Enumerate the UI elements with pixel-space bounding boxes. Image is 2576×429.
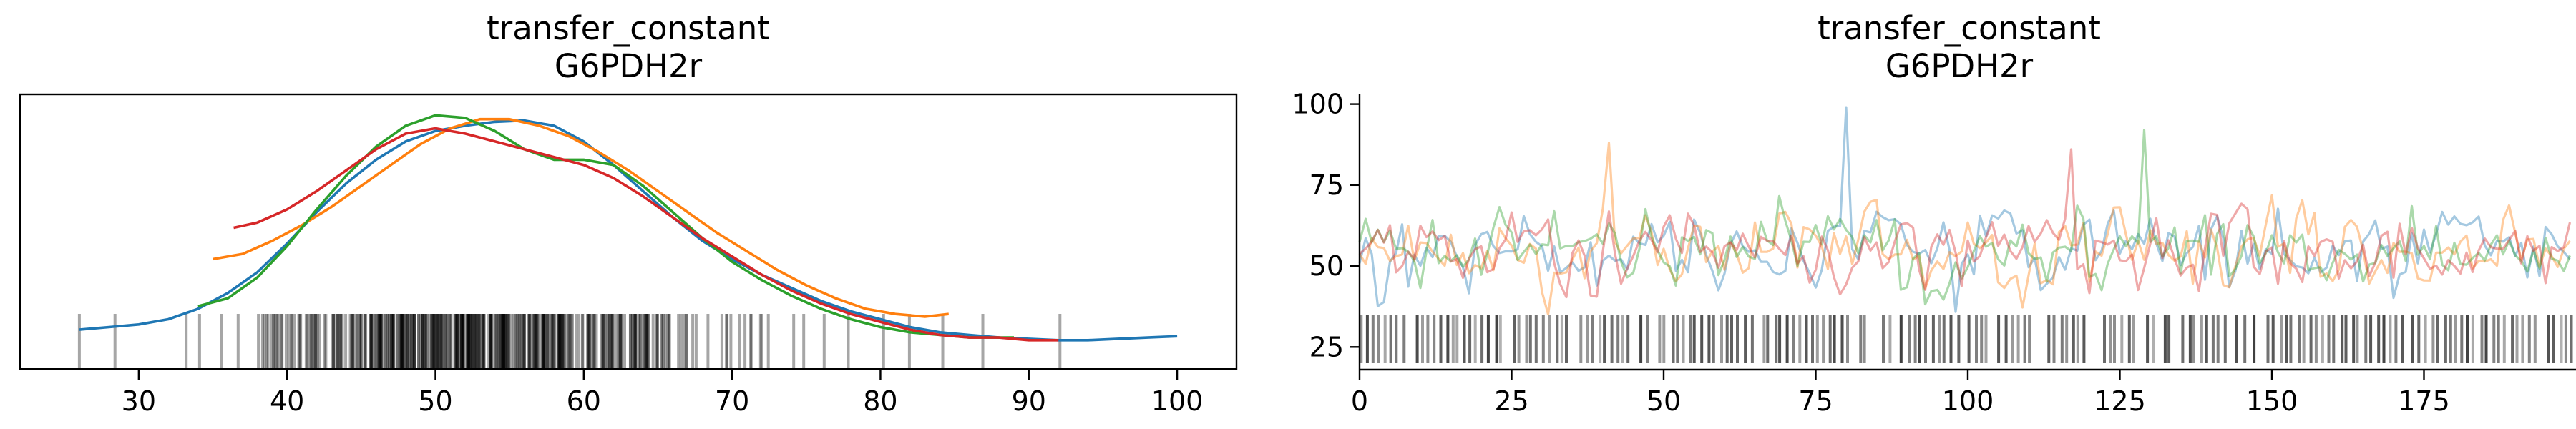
trace-series-line-2: [1358, 142, 2571, 316]
trace-x-tick-label: 175: [2398, 385, 2450, 417]
trace-y-tick-label: 75: [1309, 169, 1344, 201]
trace-panel: transfer_constant G6PDH2r 0 25 50 75 100 125 1…: [1292, 9, 2576, 417]
kde-lines: [79, 114, 1178, 342]
trace-x-tick-label: 75: [1798, 385, 1833, 417]
trace-title-line-2: G6PDH2r: [1885, 47, 2034, 85]
kde-panel: transfer_constant G6PDH2r 30 40 50 60 70 80 90…: [19, 9, 1238, 417]
kde-title-line-1: transfer_constant: [487, 9, 770, 47]
trace-lines: [1358, 106, 2572, 316]
kde-title-line-2: G6PDH2r: [555, 47, 703, 85]
kde-series-line-2: [213, 117, 949, 318]
trace-x-tick-label: 50: [1646, 385, 1681, 417]
trace-x-tick-label: 125: [2094, 385, 2146, 417]
trace-y-tick-label: 100: [1292, 89, 1344, 120]
trace-x-tick-label: 0: [1351, 385, 1368, 417]
kde-x-tick-label: 90: [1012, 385, 1046, 417]
trace-series-line-1: [1358, 106, 2571, 313]
trace-y-tick-label: 25: [1309, 331, 1344, 363]
kde-x-tick-label: 70: [715, 385, 749, 417]
trace-title-line-1: transfer_constant: [1818, 9, 2101, 47]
kde-x-tick-label: 30: [122, 385, 156, 417]
trace-y-axis: 25 50 75 100: [1292, 89, 1360, 363]
kde-series-line-4: [233, 127, 1059, 342]
trace-x-tick-label: 25: [1494, 385, 1528, 417]
kde-x-axis: 30 40 50 60 70 80 90 100: [122, 370, 1204, 417]
trace-series-line-3: [1358, 129, 2571, 306]
trace-y-tick-label: 50: [1309, 250, 1344, 282]
kde-x-tick-label: 50: [418, 385, 452, 417]
trace-x-tick-label: 150: [2246, 385, 2298, 417]
trace-x-axis: 0 25 50 75 100 125 150 175: [1351, 370, 2450, 417]
trace-x-tick-label: 100: [1942, 385, 1994, 417]
kde-rug: [77, 314, 1062, 369]
kde-axes-frame: [19, 93, 1238, 370]
kde-x-tick-label: 60: [567, 385, 601, 417]
kde-series-line-3: [197, 114, 1014, 339]
trace-rug: [1360, 315, 2573, 363]
kde-x-tick-label: 80: [863, 385, 897, 417]
trace-series-line-4: [1358, 148, 2572, 299]
kde-x-tick-label: 100: [1151, 385, 1204, 417]
kde-x-tick-label: 40: [270, 385, 304, 417]
